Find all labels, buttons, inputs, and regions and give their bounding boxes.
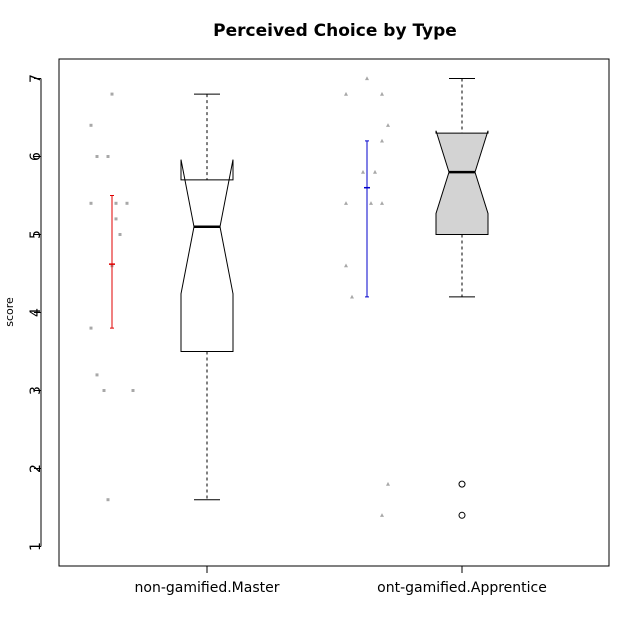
data-point (125, 201, 129, 205)
data-point (365, 76, 369, 81)
y-tick-label-6: 6 (28, 152, 44, 161)
data-point (89, 123, 93, 127)
data-point (373, 169, 377, 174)
y-axis-label: score (3, 297, 16, 327)
data-point (344, 263, 348, 268)
data-point (106, 498, 110, 502)
data-point (89, 201, 93, 205)
y-tick-label-7: 7 (28, 74, 44, 83)
chart-title: Perceived Choice by Type (213, 21, 457, 41)
data-point (380, 91, 384, 96)
data-point (386, 481, 390, 486)
data-point (110, 92, 114, 96)
plot-frame (58, 58, 610, 567)
outlier-point (458, 511, 466, 519)
data-point (114, 217, 118, 221)
notched-box (180, 159, 234, 352)
data-point (344, 201, 348, 205)
data-point (131, 389, 135, 392)
y-tick-label-2: 2 (28, 464, 44, 473)
data-point (369, 201, 373, 205)
data-point (106, 155, 110, 158)
data-point (89, 326, 93, 330)
x-axis: non-gamified.Master ont-gamified.Apprenti… (135, 565, 547, 596)
data-point (380, 513, 384, 517)
data-point (102, 389, 106, 392)
x-tick-label-1: non-gamified.Master (135, 580, 280, 596)
data-point (118, 233, 122, 236)
data-point (386, 123, 390, 127)
outlier-point (458, 480, 466, 488)
data-point (350, 294, 354, 299)
data-point (380, 138, 384, 143)
data-point (95, 373, 99, 377)
data-point (361, 169, 365, 174)
data-point (344, 91, 348, 96)
plot-marks (89, 76, 489, 519)
y-tick-label-1: 1 (28, 542, 44, 551)
boxplot-group-2 (344, 76, 489, 519)
x-tick-label-2: ont-gamified.Apprentice (377, 580, 547, 596)
boxplot-group-1 (89, 92, 234, 502)
y-tick-label-4: 4 (28, 308, 44, 317)
data-point (114, 201, 118, 205)
y-axis: 1 2 3 4 5 6 7 (28, 74, 44, 551)
data-point (95, 155, 99, 158)
y-tick-label-3: 3 (28, 386, 44, 395)
notched-box (435, 130, 489, 235)
data-point (380, 201, 384, 205)
y-tick-label-5: 5 (28, 230, 44, 239)
